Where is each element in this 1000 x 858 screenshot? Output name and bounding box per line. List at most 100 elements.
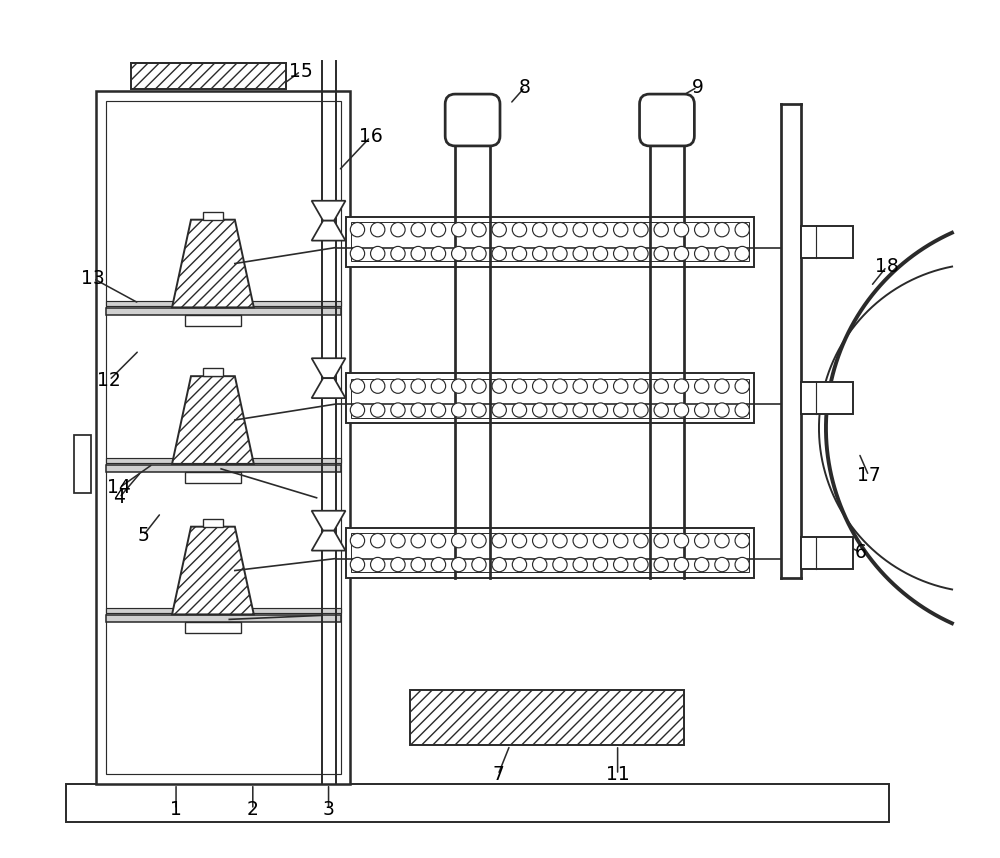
Circle shape [452, 379, 466, 393]
Circle shape [674, 534, 689, 547]
Circle shape [654, 246, 668, 261]
Polygon shape [312, 359, 346, 378]
Circle shape [593, 534, 608, 547]
Circle shape [533, 222, 547, 237]
Circle shape [735, 246, 749, 261]
Polygon shape [172, 376, 254, 464]
Circle shape [533, 403, 547, 417]
Bar [106, 608, 341, 613]
Circle shape [472, 534, 486, 547]
Circle shape [674, 222, 689, 237]
Bar [131, 63, 286, 89]
Circle shape [634, 534, 648, 547]
Circle shape [411, 558, 425, 571]
Bar [106, 101, 341, 774]
Circle shape [431, 558, 446, 571]
Circle shape [391, 558, 405, 571]
Bar [351, 533, 749, 572]
Circle shape [593, 246, 608, 261]
Circle shape [492, 222, 506, 237]
Circle shape [350, 534, 365, 547]
Text: 13: 13 [81, 269, 105, 288]
Circle shape [492, 246, 506, 261]
Bar [106, 301, 341, 306]
Text: 16: 16 [359, 128, 382, 147]
Circle shape [371, 558, 385, 571]
Bar [106, 458, 341, 462]
Circle shape [715, 403, 729, 417]
Circle shape [411, 403, 425, 417]
Circle shape [593, 222, 608, 237]
Circle shape [634, 403, 648, 417]
Circle shape [431, 246, 446, 261]
Circle shape [614, 379, 628, 393]
Circle shape [452, 222, 466, 237]
Circle shape [573, 403, 587, 417]
Circle shape [350, 246, 365, 261]
Circle shape [553, 246, 567, 261]
Bar [346, 373, 754, 423]
Text: 14: 14 [107, 478, 131, 498]
Circle shape [695, 558, 709, 571]
Bar [203, 368, 223, 376]
Circle shape [391, 403, 405, 417]
Circle shape [411, 222, 425, 237]
Text: 7: 7 [492, 765, 504, 784]
Polygon shape [172, 220, 254, 307]
Circle shape [512, 534, 527, 547]
Circle shape [614, 246, 628, 261]
Circle shape [350, 222, 365, 237]
Circle shape [674, 379, 689, 393]
Bar [185, 316, 241, 326]
Circle shape [634, 379, 648, 393]
Polygon shape [312, 511, 346, 530]
Circle shape [350, 379, 365, 393]
Bar [346, 528, 754, 577]
FancyBboxPatch shape [445, 94, 500, 146]
Circle shape [371, 379, 385, 393]
Circle shape [411, 534, 425, 547]
Circle shape [654, 222, 668, 237]
Circle shape [512, 403, 527, 417]
Circle shape [674, 403, 689, 417]
Circle shape [492, 403, 506, 417]
Bar [106, 308, 341, 316]
Circle shape [614, 403, 628, 417]
Circle shape [614, 534, 628, 547]
Circle shape [715, 534, 729, 547]
Text: 9: 9 [691, 77, 703, 97]
Circle shape [391, 222, 405, 237]
Circle shape [431, 534, 446, 547]
Circle shape [431, 379, 446, 393]
Circle shape [350, 403, 365, 417]
Polygon shape [312, 378, 346, 398]
Circle shape [695, 379, 709, 393]
Circle shape [715, 222, 729, 237]
Text: 11: 11 [606, 765, 629, 784]
Circle shape [695, 403, 709, 417]
Bar [74, 435, 91, 492]
Bar [66, 784, 889, 822]
Circle shape [350, 558, 365, 571]
Circle shape [593, 558, 608, 571]
Bar [106, 615, 341, 622]
Circle shape [735, 379, 749, 393]
Circle shape [492, 534, 506, 547]
Bar [351, 378, 749, 418]
Circle shape [512, 222, 527, 237]
Circle shape [654, 534, 668, 547]
Circle shape [452, 534, 466, 547]
Circle shape [614, 222, 628, 237]
Circle shape [512, 379, 527, 393]
Circle shape [695, 222, 709, 237]
Circle shape [452, 403, 466, 417]
Circle shape [431, 403, 446, 417]
Circle shape [411, 379, 425, 393]
Circle shape [472, 222, 486, 237]
Circle shape [431, 222, 446, 237]
Text: 6: 6 [855, 543, 867, 562]
Circle shape [533, 379, 547, 393]
Circle shape [634, 246, 648, 261]
Text: 4: 4 [113, 488, 125, 507]
Bar [203, 519, 223, 527]
